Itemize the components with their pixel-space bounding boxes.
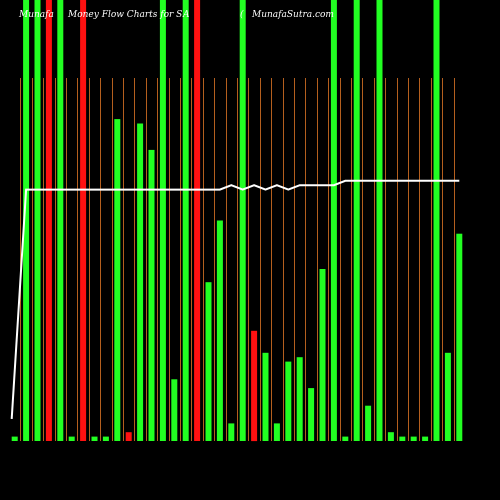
bar: [91, 436, 98, 441]
bar: [80, 0, 87, 441]
bar: [148, 149, 155, 441]
bar: [45, 0, 52, 441]
bar: [228, 423, 235, 441]
bar: [102, 436, 109, 441]
bars: [11, 0, 463, 442]
grid-lines: [20, 78, 455, 441]
bar: [273, 423, 280, 441]
bar: [387, 432, 394, 441]
bar: [444, 352, 451, 441]
bar: [171, 379, 178, 441]
bar: [365, 405, 372, 441]
bar: [11, 436, 18, 441]
bar: [57, 0, 64, 441]
bar: [239, 0, 246, 441]
bar: [353, 0, 360, 441]
chart-site-credit: MunafaSutra.com: [252, 10, 334, 20]
bar: [376, 0, 383, 441]
bar: [433, 0, 440, 441]
bar: [251, 330, 258, 442]
bar: [296, 357, 303, 441]
bar: [114, 119, 121, 441]
bar: [23, 0, 30, 441]
chart-title-brand: Munafa: [19, 10, 54, 20]
bar: [34, 0, 41, 441]
bar: [319, 269, 326, 441]
bar: [399, 436, 406, 441]
bar: [410, 436, 417, 441]
bar: [330, 0, 337, 441]
bar: [137, 123, 144, 441]
chart-title-paren: (: [240, 10, 244, 20]
bar: [342, 436, 349, 441]
bar: [308, 388, 315, 441]
bar: [422, 436, 429, 441]
bar: [262, 352, 269, 441]
bar: [125, 432, 132, 441]
bar: [182, 0, 189, 441]
bar: [159, 0, 166, 441]
bar: [205, 282, 212, 441]
bar: [194, 0, 201, 441]
bar: [68, 436, 75, 441]
chart-title: Money Flow Charts for S: [68, 10, 183, 20]
bar: [456, 233, 463, 441]
bar: [216, 220, 223, 441]
chart-title-tail: A: [183, 10, 190, 20]
money-flow-line: [10, 179, 460, 419]
bar: [285, 361, 292, 441]
